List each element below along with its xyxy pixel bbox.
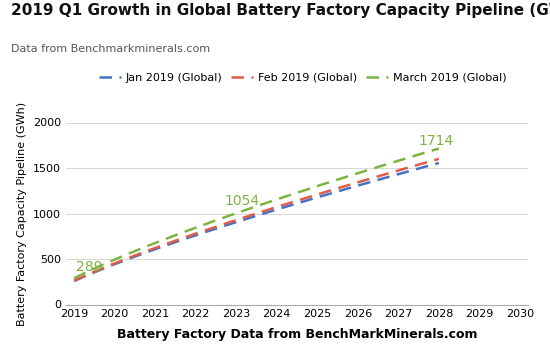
Feb 2019 (Global): [287, 201, 293, 205]
March 2019 (Global): [71, 276, 78, 280]
Text: Data from Benchmarkminerals.com: Data from Benchmarkminerals.com: [11, 44, 210, 54]
Text: 1714: 1714: [419, 134, 454, 148]
March 2019 (Global): [72, 275, 79, 280]
Text: 2019 Q1 Growth in Global Battery Factory Capacity Pipeline (GWh): 2019 Q1 Growth in Global Battery Factory…: [11, 4, 550, 19]
Line: March 2019 (Global): March 2019 (Global): [74, 148, 439, 278]
Jan 2019 (Global): [436, 161, 442, 165]
Jan 2019 (Global): [402, 170, 408, 175]
Feb 2019 (Global): [294, 198, 301, 203]
Feb 2019 (Global): [72, 278, 79, 282]
March 2019 (Global): [288, 193, 295, 197]
Jan 2019 (Global): [287, 203, 293, 208]
March 2019 (Global): [402, 157, 408, 161]
Text: 289: 289: [76, 260, 103, 274]
Feb 2019 (Global): [288, 201, 295, 205]
Jan 2019 (Global): [288, 203, 295, 207]
Jan 2019 (Global): [71, 279, 78, 283]
Line: Feb 2019 (Global): Feb 2019 (Global): [74, 159, 439, 281]
March 2019 (Global): [378, 164, 385, 168]
Legend: Jan 2019 (Global), Feb 2019 (Global), March 2019 (Global): Jan 2019 (Global), Feb 2019 (Global), Ma…: [95, 69, 510, 88]
Feb 2019 (Global): [378, 173, 385, 177]
Text: 1054: 1054: [224, 194, 259, 208]
X-axis label: Battery Factory Data from BenchMarkMinerals.com: Battery Factory Data from BenchMarkMiner…: [117, 328, 477, 341]
Y-axis label: Battery Factory Capacity Pipeline (GWh): Battery Factory Capacity Pipeline (GWh): [18, 102, 28, 326]
March 2019 (Global): [436, 146, 442, 150]
Jan 2019 (Global): [378, 177, 385, 181]
Jan 2019 (Global): [294, 201, 301, 205]
Jan 2019 (Global): [72, 278, 79, 282]
Feb 2019 (Global): [402, 167, 408, 171]
March 2019 (Global): [294, 190, 301, 195]
Feb 2019 (Global): [436, 157, 442, 161]
Line: Jan 2019 (Global): Jan 2019 (Global): [74, 163, 439, 281]
March 2019 (Global): [287, 193, 293, 197]
Feb 2019 (Global): [71, 279, 78, 283]
